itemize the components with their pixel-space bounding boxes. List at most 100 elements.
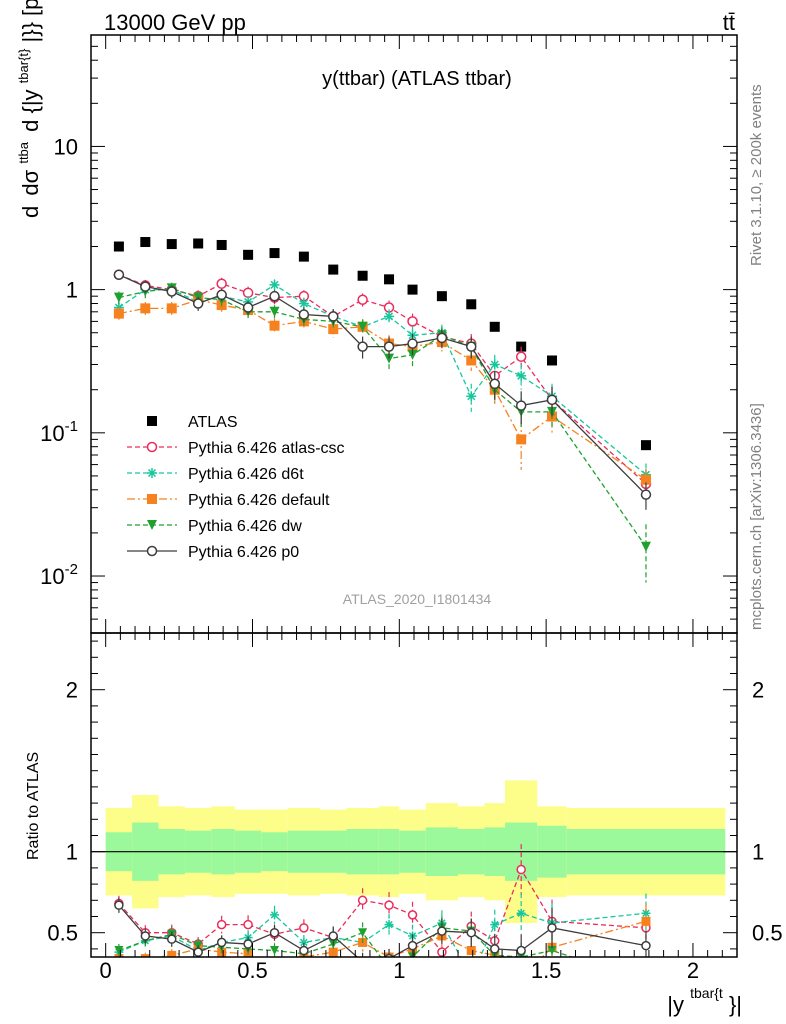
series-3 <box>113 294 651 493</box>
ratio-point <box>490 944 500 954</box>
legend-marker <box>147 416 157 426</box>
ratio-series-2 <box>114 893 651 981</box>
legend-label: Pythia 6.426 dw <box>188 518 302 535</box>
data-point <box>269 320 280 331</box>
data-point <box>383 341 395 352</box>
ratio-point <box>243 939 253 949</box>
ratio-point <box>437 947 447 957</box>
y-tick-label: 10-2 <box>40 561 78 589</box>
legend-marker <box>147 494 157 504</box>
ratio-point <box>641 940 651 951</box>
data-point <box>466 341 477 352</box>
svg-text:mcplots.cern.ch [arXiv:1306.34: mcplots.cern.ch [arXiv:1306.3436] <box>748 403 765 630</box>
ratio-point <box>384 920 394 930</box>
data-point <box>166 303 177 314</box>
data-point <box>216 239 227 250</box>
data-point <box>640 489 652 500</box>
data-point <box>546 394 558 406</box>
ratio-series-3 <box>114 903 651 983</box>
ratio-point <box>466 946 476 956</box>
data-point <box>466 355 477 366</box>
x-tick-label: 1.5 <box>531 958 562 983</box>
ratio-y-tick-label: 2 <box>66 678 78 703</box>
y-title-sup: ttba <box>16 141 31 163</box>
x-tick-label: 1 <box>393 958 405 983</box>
data-point <box>357 341 368 352</box>
data-point <box>384 311 395 322</box>
legend-label: Pythia 6.426 atlas-csc <box>188 440 345 457</box>
legend-label: Pythia 6.426 default <box>188 492 330 509</box>
legend-item: ATLAS <box>147 414 238 431</box>
x-axis-title: |y tbar{t }| <box>667 978 742 1017</box>
legend-marker <box>146 545 158 557</box>
data-point <box>140 237 151 248</box>
data-point <box>547 355 558 366</box>
data-point <box>489 378 500 390</box>
data-point <box>166 239 177 250</box>
data-point <box>298 251 309 262</box>
ratio-point <box>114 900 124 910</box>
ratio-point <box>466 927 477 938</box>
ratio-point <box>167 950 177 957</box>
data-point <box>113 241 124 252</box>
ratio-y-tick-label: 1 <box>66 840 78 865</box>
side-text-top: Rivet 3.1.10, ≥ 200k events <box>748 84 765 266</box>
y-axis-title-main: d dσ ttba d {|y tbar{t} |}} [pb] <box>16 0 43 218</box>
energy-label: 13000 GeV pp <box>104 10 246 35</box>
ratio-point <box>328 931 338 941</box>
ratio-point <box>407 910 418 920</box>
ratio-point <box>270 946 280 956</box>
data-point <box>166 286 177 297</box>
legend-item: Pythia 6.426 dw <box>127 518 302 535</box>
legend-item: Pythia 6.426 atlas-csc <box>127 440 345 457</box>
data-point <box>216 289 227 301</box>
legend-marker <box>147 520 157 530</box>
ratio-point <box>641 977 650 986</box>
ratio-line-4 <box>118 927 574 957</box>
data-point <box>269 290 280 302</box>
data-point <box>407 338 418 349</box>
data-point <box>298 309 310 320</box>
ratio-point <box>114 946 124 956</box>
process-label: tt̄ <box>723 10 735 35</box>
ratio-point <box>216 919 227 930</box>
data-point <box>640 541 651 552</box>
legend-marker <box>146 441 158 453</box>
data-point <box>407 316 418 327</box>
data-point <box>328 311 339 322</box>
ratio-point <box>270 910 280 920</box>
ratio-point <box>437 926 447 936</box>
ratio-point <box>467 972 476 981</box>
y-tick-label: 10 <box>54 134 78 159</box>
data-point <box>192 298 204 309</box>
y-title-end: |}} [pb] <box>18 0 43 42</box>
ratio-point <box>641 916 651 926</box>
data-point <box>515 400 527 411</box>
legend-item: Pythia 6.426 default <box>127 492 330 509</box>
ratio-y-tick-label-right: 2 <box>752 678 764 703</box>
series-line-1 <box>118 274 647 485</box>
data-point <box>242 302 254 313</box>
ratio-point <box>140 954 150 957</box>
data-point <box>298 298 309 309</box>
data-point <box>269 306 280 317</box>
data-point <box>466 299 477 310</box>
y-title-rest: d {|y <box>18 89 43 131</box>
data-point <box>640 440 651 451</box>
ratio-point <box>490 920 500 930</box>
ratio-y-tick-label: 0.5 <box>47 921 78 946</box>
data-point <box>384 274 395 285</box>
plot-title: y(ttbar) (ATLAS ttbar) <box>322 68 512 90</box>
ratio-point <box>140 931 151 941</box>
x-tick-label: 0.5 <box>237 958 268 983</box>
ratio-point <box>216 937 227 948</box>
series-5 <box>113 269 652 510</box>
ratio-point <box>517 974 526 983</box>
legend-label: ATLAS <box>188 414 238 431</box>
ratio-point <box>167 934 177 944</box>
ratio-y-tick-label-right: 0.5 <box>752 921 783 946</box>
legend-item: Pythia 6.426 d6t <box>127 466 304 483</box>
ratio-point <box>299 945 309 956</box>
ratio-point <box>269 927 280 938</box>
data-point <box>640 474 651 485</box>
